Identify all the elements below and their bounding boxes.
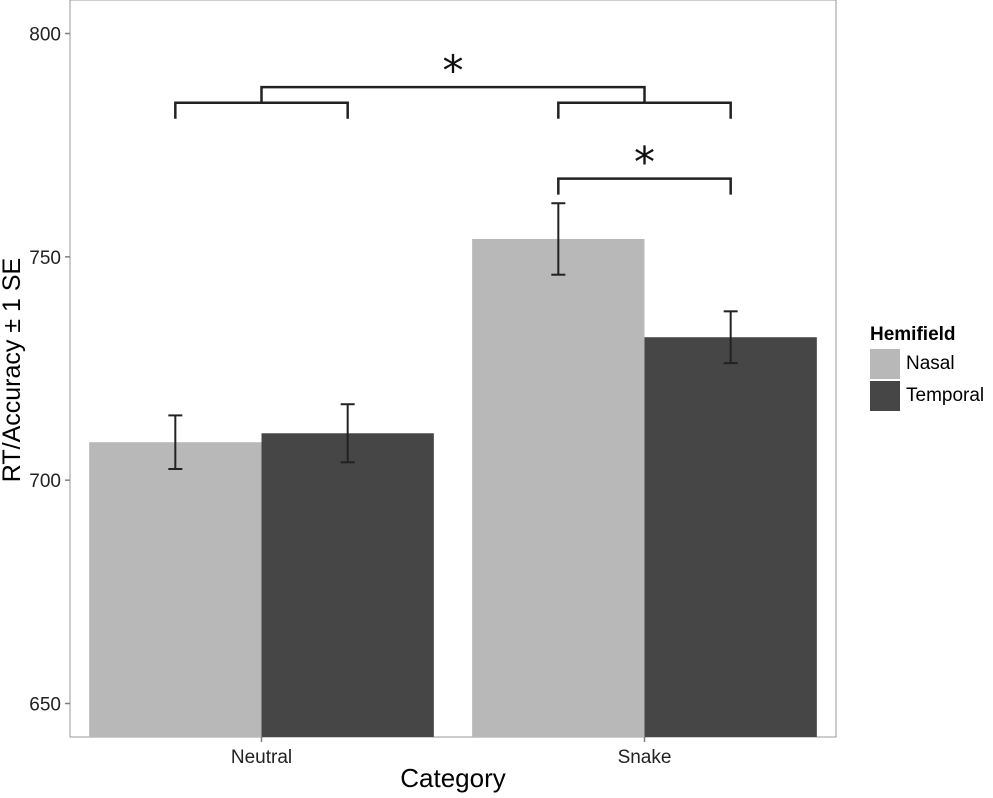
bracket-snake-hemifield <box>557 177 732 195</box>
legend-title: Hemifield <box>870 324 956 345</box>
legend-key-nasal <box>870 349 900 379</box>
x-tick-label-snake: Snake <box>618 747 672 768</box>
significance-star-category: * <box>443 46 464 95</box>
y-tick-label: 700 <box>29 471 61 492</box>
significance-brackets: ** <box>174 46 732 195</box>
x-tick-label-neutral: Neutral <box>231 747 292 768</box>
x-axis: Neutral Snake <box>231 737 672 768</box>
legend-item-nasal: Nasal <box>870 349 955 379</box>
x-axis-title: Category <box>400 763 506 793</box>
bar-neutral-nasal <box>89 442 262 737</box>
significance-star-snake: * <box>634 138 655 187</box>
bar-snake-nasal <box>472 238 645 737</box>
y-axis: 650 700 750 800 <box>29 25 70 716</box>
y-tick-label: 750 <box>29 248 61 269</box>
legend-label-nasal: Nasal <box>906 353 955 374</box>
y-tick-label: 650 <box>29 695 61 716</box>
bar-snake-temporal <box>644 337 817 737</box>
bar-neutral-temporal <box>261 433 434 737</box>
bracket-category-comparison <box>260 85 646 103</box>
y-tick-label: 800 <box>29 25 61 46</box>
bars-group <box>89 238 817 737</box>
error-bars-group <box>168 202 738 470</box>
legend-key-temporal <box>870 381 900 411</box>
legend-label-temporal: Temporal <box>906 385 985 406</box>
y-axis-title: RT/Accuracy ± 1 SE <box>0 258 26 482</box>
legend-item-temporal: Temporal <box>870 381 984 411</box>
